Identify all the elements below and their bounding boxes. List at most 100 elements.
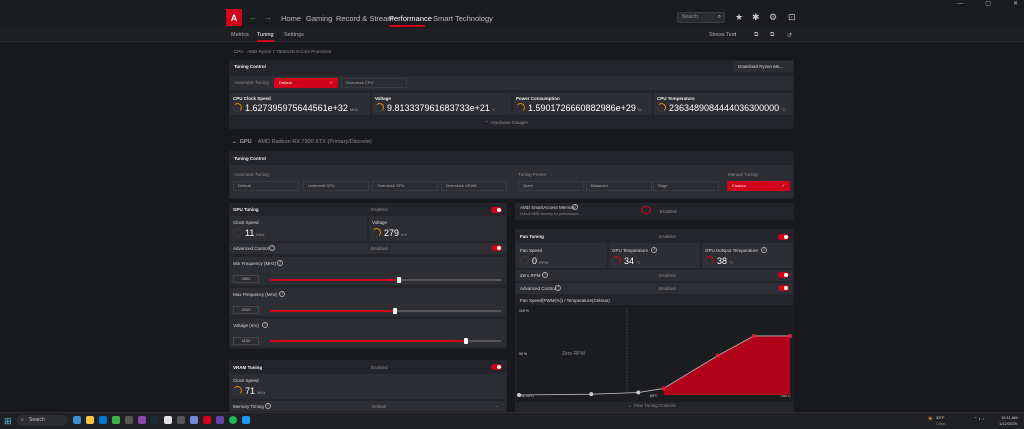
stress-test-label[interactable]: Stress Test: [709, 32, 737, 38]
taskview-icon[interactable]: [73, 416, 81, 424]
smartaccess-memory-icon: [641, 206, 651, 214]
gauge-icon[interactable]: ◔: [733, 32, 737, 38]
fan-tuning-toggle[interactable]: [778, 234, 789, 240]
cpu-overclock-option[interactable]: Overclock CPU: [341, 78, 407, 88]
maximize-button[interactable]: ▢: [985, 1, 991, 7]
preset-balanced-option[interactable]: Balanced: [586, 181, 652, 191]
nav-smart-technology[interactable]: Smart Technology: [433, 14, 493, 23]
voltage-input[interactable]: 1150: [233, 337, 259, 345]
spotify-icon[interactable]: [229, 416, 237, 424]
import-icon[interactable]: ⧉: [770, 32, 775, 38]
nav-gaming[interactable]: Gaming: [306, 14, 333, 23]
gpu-header[interactable]: ⌄ GPU AMD Radeon RX 7900 XTX (Primary/Di…: [232, 139, 372, 145]
zero-rpm-toggle[interactable]: [778, 272, 789, 278]
preset-rage-option[interactable]: Rage: [653, 181, 719, 191]
help-icon[interactable]: ?: [265, 403, 271, 409]
max-frequency-slider[interactable]: [270, 308, 501, 314]
min-frequency-slider[interactable]: [270, 277, 501, 283]
settings-gear-icon[interactable]: ⚙: [769, 12, 778, 22]
export-icon[interactable]: ⧉: [754, 32, 759, 38]
app-icon[interactable]: [138, 416, 146, 424]
gpu-default-option[interactable]: Default: [233, 181, 299, 191]
reset-icon[interactable]: ↺: [787, 33, 793, 39]
tab-metrics[interactable]: Metrics: [231, 32, 249, 38]
amd-software-icon[interactable]: [203, 416, 211, 424]
fan-curve-point[interactable]: [751, 333, 756, 338]
close-button[interactable]: ✕: [1012, 1, 1018, 7]
discord-icon[interactable]: [190, 416, 198, 424]
windows-start-icon[interactable]: ⊞: [4, 416, 12, 426]
chrome-icon[interactable]: [112, 416, 120, 424]
memory-timing-dropdown[interactable]: Default: [372, 404, 387, 409]
app-icon[interactable]: [164, 416, 172, 424]
clock-time[interactable]: 10:11 AM: [1001, 415, 1018, 420]
tray-icons[interactable]: ⌃ ◐ ♪: [974, 416, 984, 421]
nav-record-stream[interactable]: Record & Stream: [336, 14, 394, 23]
help-icon[interactable]: ?: [542, 272, 548, 278]
tab-tuning[interactable]: Tuning: [257, 32, 274, 38]
nav-home[interactable]: Home: [281, 14, 302, 23]
gpu-advanced-toggle[interactable]: [491, 245, 502, 251]
amd-logo[interactable]: A: [226, 9, 242, 26]
cpu-header[interactable]: CPU AMD Ryzen 7 7800X3D 8-Core Processor: [234, 49, 332, 54]
vram-overclock-option[interactable]: Overclock VRAM: [441, 181, 507, 191]
app-icon[interactable]: [242, 416, 250, 424]
fan-advanced-toggle[interactable]: [778, 285, 789, 291]
app-icon[interactable]: [125, 416, 133, 424]
fan-curve-point[interactable]: [788, 333, 792, 338]
max-frequency-input[interactable]: 2900: [233, 306, 259, 314]
vram-tuning-toggle[interactable]: [491, 364, 502, 370]
star-icon[interactable]: ★: [735, 12, 744, 22]
forward-icon[interactable]: →: [264, 13, 272, 22]
fan-curve-point[interactable]: [661, 386, 666, 391]
cpu-voltage-label: Voltage: [375, 96, 391, 101]
taskbar-search[interactable]: ⌕ Search: [17, 415, 67, 426]
fine-tuning-controls-toggle[interactable]: ⌄ Fine Tuning Controls: [628, 403, 676, 408]
cpu-temp-cell: [654, 93, 793, 115]
steam-icon[interactable]: [151, 416, 159, 424]
help-icon[interactable]: ?: [277, 260, 283, 266]
min-frequency-label: Min Frequency (MHz): [233, 261, 277, 266]
file-explorer-icon[interactable]: [86, 416, 94, 424]
cpu-default-option[interactable]: Default ✓: [274, 78, 338, 88]
preset-quiet-option[interactable]: Quiet: [518, 181, 584, 191]
edge-icon[interactable]: [99, 416, 107, 424]
fan-curve-point[interactable]: [715, 353, 720, 358]
weather-temp[interactable]: 33°F: [936, 415, 945, 420]
fan-speed-cell: [516, 243, 607, 268]
help-icon[interactable]: ?: [572, 204, 578, 210]
chevron-down-icon[interactable]: ⌄: [495, 403, 499, 408]
notification-bell-icon[interactable]: ⊡: [788, 12, 796, 22]
fan-curve-point[interactable]: [636, 390, 641, 395]
gpu-clock-gauge-icon: [233, 228, 242, 237]
minimize-button[interactable]: —: [957, 1, 964, 7]
manual-custom-option[interactable]: Custom ✓: [727, 181, 790, 191]
help-icon[interactable]: ?: [761, 247, 767, 253]
back-icon[interactable]: ←: [249, 13, 257, 22]
voltage-slider[interactable]: [270, 338, 501, 344]
search-input[interactable]: Search ⌕: [677, 12, 725, 23]
nav-performance[interactable]: Performance: [389, 14, 432, 23]
fan-curve-chart[interactable]: [516, 305, 793, 402]
gpu-overclock-option[interactable]: Overclock GPU: [372, 181, 438, 191]
hardware-gauges-toggle[interactable]: ⌃ Hardware Gauges: [485, 120, 528, 125]
voltage-mv-label: Voltage (mV): [233, 323, 260, 328]
help-icon[interactable]: ?: [262, 322, 268, 328]
help-icon[interactable]: ?: [269, 245, 275, 251]
gpu-undervolt-option[interactable]: Undervolt GPU: [303, 181, 369, 191]
fan-speed-gauge-icon: [520, 256, 529, 265]
min-frequency-input[interactable]: 2800: [233, 275, 259, 283]
fan-curve-point[interactable]: [517, 393, 521, 397]
tab-settings[interactable]: Settings: [284, 32, 304, 38]
help-icon[interactable]: ?: [279, 291, 285, 297]
download-ryzen-master-button[interactable]: Download Ryzen Ma...: [733, 61, 793, 72]
app-icon[interactable]: [177, 416, 185, 424]
fan-curve-point[interactable]: [589, 392, 594, 397]
help-icon[interactable]: ?: [555, 285, 561, 291]
cpu-temp-gauge-icon: [657, 103, 666, 112]
help-icon[interactable]: ?: [651, 247, 657, 253]
gpu-tuning-toggle[interactable]: [491, 207, 502, 213]
app-icon[interactable]: [216, 416, 224, 424]
bug-icon[interactable]: ✱: [752, 12, 760, 22]
gpu-tuning-title: GPU Tuning: [233, 207, 259, 212]
